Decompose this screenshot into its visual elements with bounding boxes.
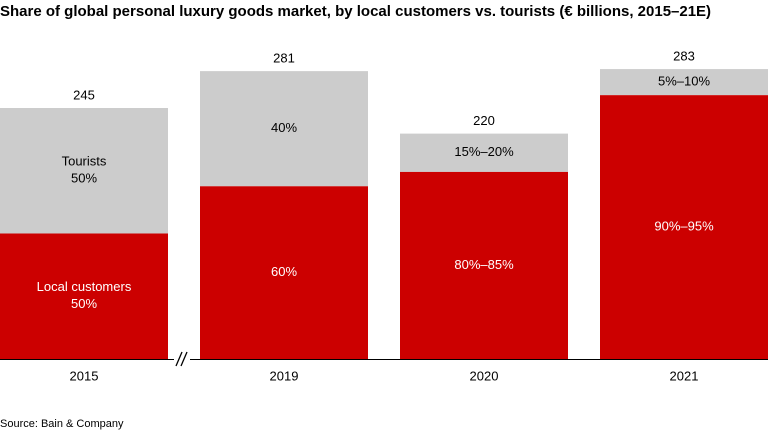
- label-tourists-2015: 50%: [71, 171, 97, 186]
- bar-local-2015: [0, 233, 168, 359]
- total-label-2015: 245: [73, 87, 95, 102]
- x-tick-2019: 2019: [270, 368, 299, 383]
- total-label-2021: 283: [673, 49, 695, 64]
- label-tourists-2015: Tourists: [62, 154, 107, 169]
- x-tick-2021: 2021: [670, 368, 699, 383]
- bar-tourists-2020: [400, 133, 568, 172]
- label-tourists-2021: 5%–10%: [658, 74, 710, 89]
- label-tourists-2020: 15%–20%: [454, 144, 514, 159]
- axis-break-mark: [175, 351, 183, 367]
- bar-tourists-2019: [200, 71, 368, 187]
- bar-tourists-2015: [0, 108, 168, 234]
- label-tourists-2019: 40%: [271, 120, 297, 135]
- x-tick-2015: 2015: [70, 368, 99, 383]
- chart-title: Share of global personal luxury goods ma…: [0, 3, 712, 20]
- bar-local-2020: [400, 171, 568, 359]
- bar-local-2019: [200, 186, 368, 359]
- label-local-2019: 60%: [271, 264, 297, 279]
- label-local-2015: Local customers: [37, 279, 132, 294]
- label-local-2015: 50%: [71, 296, 97, 311]
- label-local-2021: 90%–95%: [654, 219, 714, 234]
- total-label-2020: 220: [473, 113, 495, 128]
- source-note: Source: Bain & Company: [0, 418, 124, 430]
- total-label-2019: 281: [273, 51, 295, 66]
- axis-break-mark: [180, 351, 188, 367]
- label-local-2020: 80%–85%: [454, 257, 514, 272]
- bar-tourists-2021: [600, 69, 768, 96]
- bar-local-2021: [600, 95, 768, 359]
- x-tick-2020: 2020: [470, 368, 499, 383]
